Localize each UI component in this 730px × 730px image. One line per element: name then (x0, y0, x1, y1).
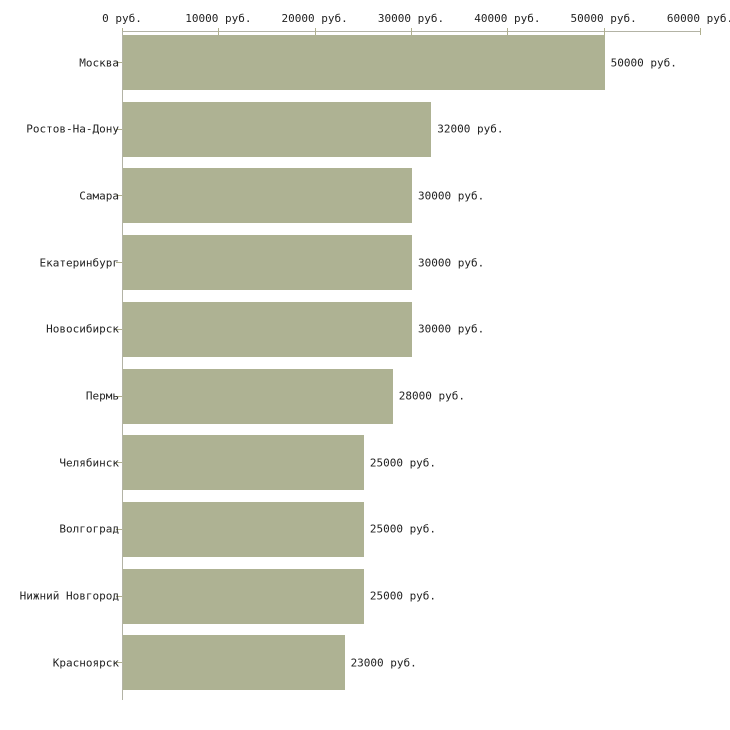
bar-value-label: 28000 руб. (398, 389, 465, 403)
bar[interactable] (123, 35, 605, 90)
bar-value-label: 32000 руб. (437, 122, 504, 136)
category-label: Самара (79, 189, 119, 203)
bar-row[interactable]: Нижний Новгород 25000 руб. (0, 568, 730, 624)
bar[interactable] (123, 235, 412, 291)
bar-row[interactable]: Новосибирск 30000 руб. (0, 301, 730, 357)
bar-row[interactable]: Красноярск 23000 руб. (0, 635, 730, 691)
x-axis-tick-label: 10000 руб. (185, 12, 252, 25)
bar[interactable] (123, 501, 364, 557)
bar-value-label: 25000 руб. (369, 456, 437, 470)
bar-row[interactable]: Екатеринбург 30000 руб. (0, 235, 730, 291)
bar-row[interactable]: Пермь 28000 руб. (0, 368, 730, 424)
category-label: Ростов-На-Дону (26, 122, 119, 136)
bar-row[interactable]: Москва 50000 руб. (0, 35, 730, 90)
x-axis-tick-label: 50000 руб. (570, 12, 637, 25)
category-label: Красноярск (52, 656, 119, 670)
x-axis-tick (700, 28, 701, 35)
y-axis-tick (116, 462, 122, 464)
y-axis-tick (116, 395, 122, 397)
bar-value-label: 30000 руб. (418, 256, 485, 270)
category-label: Москва (79, 56, 119, 69)
category-label: Нижний Новгород (19, 589, 119, 603)
y-axis-tick (116, 128, 122, 130)
bar[interactable] (123, 301, 412, 357)
bar-value-label: 30000 руб. (418, 189, 485, 203)
x-axis-tick-label: 30000 руб. (377, 12, 445, 25)
bar-value-label: 50000 руб. (610, 56, 677, 69)
bar-row[interactable]: Самара 30000 руб. (0, 168, 730, 224)
bar-value-label: 25000 руб. (369, 589, 437, 603)
x-axis-tick (507, 28, 509, 35)
y-axis-tick (116, 662, 122, 664)
x-axis-tick-label: 20000 руб. (281, 12, 348, 25)
x-axis-tick (411, 28, 412, 35)
bar[interactable] (123, 368, 393, 424)
bar[interactable] (123, 635, 345, 691)
bar-row[interactable]: Челябинск 25000 руб. (0, 435, 730, 491)
bar-row[interactable]: Ростов-На-Дону 32000 руб. (0, 101, 730, 157)
y-axis-tick (116, 262, 122, 264)
x-axis-tick (603, 28, 605, 35)
bar[interactable] (123, 101, 432, 157)
bar-value-label: 25000 руб. (369, 522, 437, 536)
x-axis-tick-label: 0 руб. (102, 12, 142, 25)
bar[interactable] (123, 435, 364, 491)
bar[interactable] (123, 168, 412, 224)
category-label: Челябинск (59, 456, 119, 470)
y-axis-tick (116, 328, 122, 330)
x-axis-tick-label: 60000 руб. (666, 12, 730, 25)
y-axis-tick (116, 528, 122, 530)
category-label: Новосибирск (46, 322, 119, 336)
x-axis: 0 руб. 10000 руб. 20000 руб. 30000 руб. 4000… (0, 0, 730, 36)
y-axis-line (122, 31, 123, 700)
x-axis-tick (314, 28, 316, 35)
bar-value-label: 30000 руб. (418, 322, 485, 336)
y-axis-tick (116, 62, 122, 63)
category-label: Волгоград (59, 522, 119, 536)
y-axis-tick (116, 595, 122, 597)
x-axis-tick-label: 40000 руб. (474, 12, 541, 25)
bar-value-label: 23000 руб. (350, 656, 417, 670)
category-label: Екатеринбург (39, 256, 119, 270)
bar[interactable] (123, 568, 364, 624)
category-label: Пермь (85, 389, 119, 403)
y-axis-tick (116, 195, 122, 197)
bar-row[interactable]: Волгоград 25000 руб. (0, 501, 730, 557)
x-axis-tick (218, 28, 220, 35)
